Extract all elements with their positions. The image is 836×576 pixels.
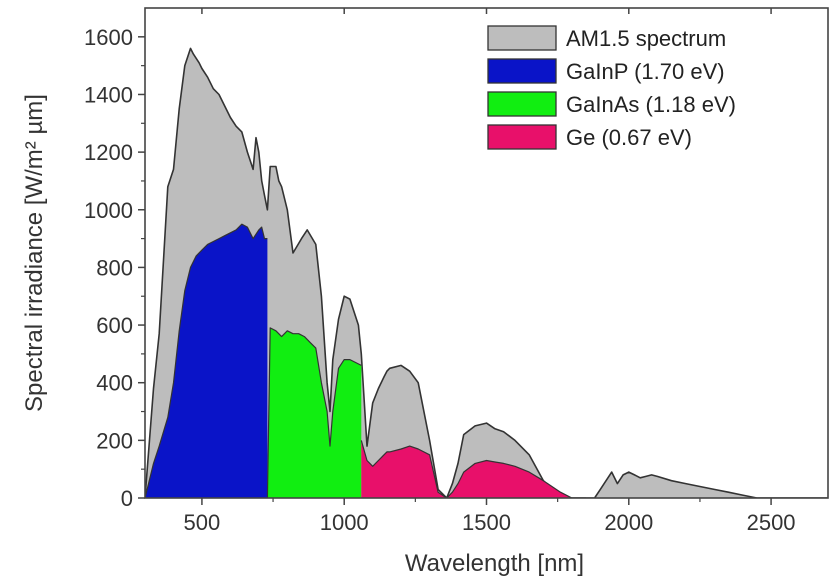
legend-swatch xyxy=(487,91,557,117)
gainp-area-outline xyxy=(145,223,268,498)
y-tick-label: 600 xyxy=(96,313,133,338)
y-tick-label: 1400 xyxy=(84,82,133,107)
x-tick-label: 1500 xyxy=(462,510,511,535)
y-tick-label: 400 xyxy=(96,371,133,396)
plot-area xyxy=(145,47,828,498)
y-axis-label: Spectral irradiance [W/m² µm] xyxy=(21,94,48,412)
series-layer xyxy=(145,47,828,498)
y-tick-label: 200 xyxy=(96,428,133,453)
legend: AM1.5 spectrum GaInP (1.70 eV) GaInAs (1.1… xyxy=(487,25,736,150)
x-tick-label: 1000 xyxy=(320,510,369,535)
legend-swatch xyxy=(487,58,557,84)
legend-label: GaInAs (1.18 eV) xyxy=(566,92,736,117)
gainp-area xyxy=(145,224,268,498)
y-tick-label: 1200 xyxy=(84,140,133,165)
legend-label: GaInP (1.70 eV) xyxy=(566,59,725,84)
ge-area xyxy=(361,440,587,498)
gainas-area-outline xyxy=(266,327,362,498)
axes: 500 1000 1500 2000 2500 0 200 400 600 800 1000 1200… xyxy=(21,7,829,576)
y-tick-label: 800 xyxy=(96,255,133,280)
legend-swatch xyxy=(487,25,557,51)
legend-swatch xyxy=(487,124,557,150)
am15-spectrum-area-outline xyxy=(145,47,828,498)
ge-area-outline xyxy=(360,440,587,498)
x-tick-label: 2000 xyxy=(604,510,653,535)
y-tick-label: 1600 xyxy=(84,25,133,50)
y-tick-label: 1000 xyxy=(84,198,133,223)
x-tick-label: 500 xyxy=(184,510,221,535)
y-tick-label: 0 xyxy=(121,486,133,511)
legend-label: AM1.5 spectrum xyxy=(566,26,726,51)
x-axis-label: Wavelength [nm] xyxy=(405,550,584,576)
x-tick-label: 2500 xyxy=(747,510,796,535)
legend-label: Ge (0.67 eV) xyxy=(566,125,692,150)
gainas-area xyxy=(267,327,362,498)
